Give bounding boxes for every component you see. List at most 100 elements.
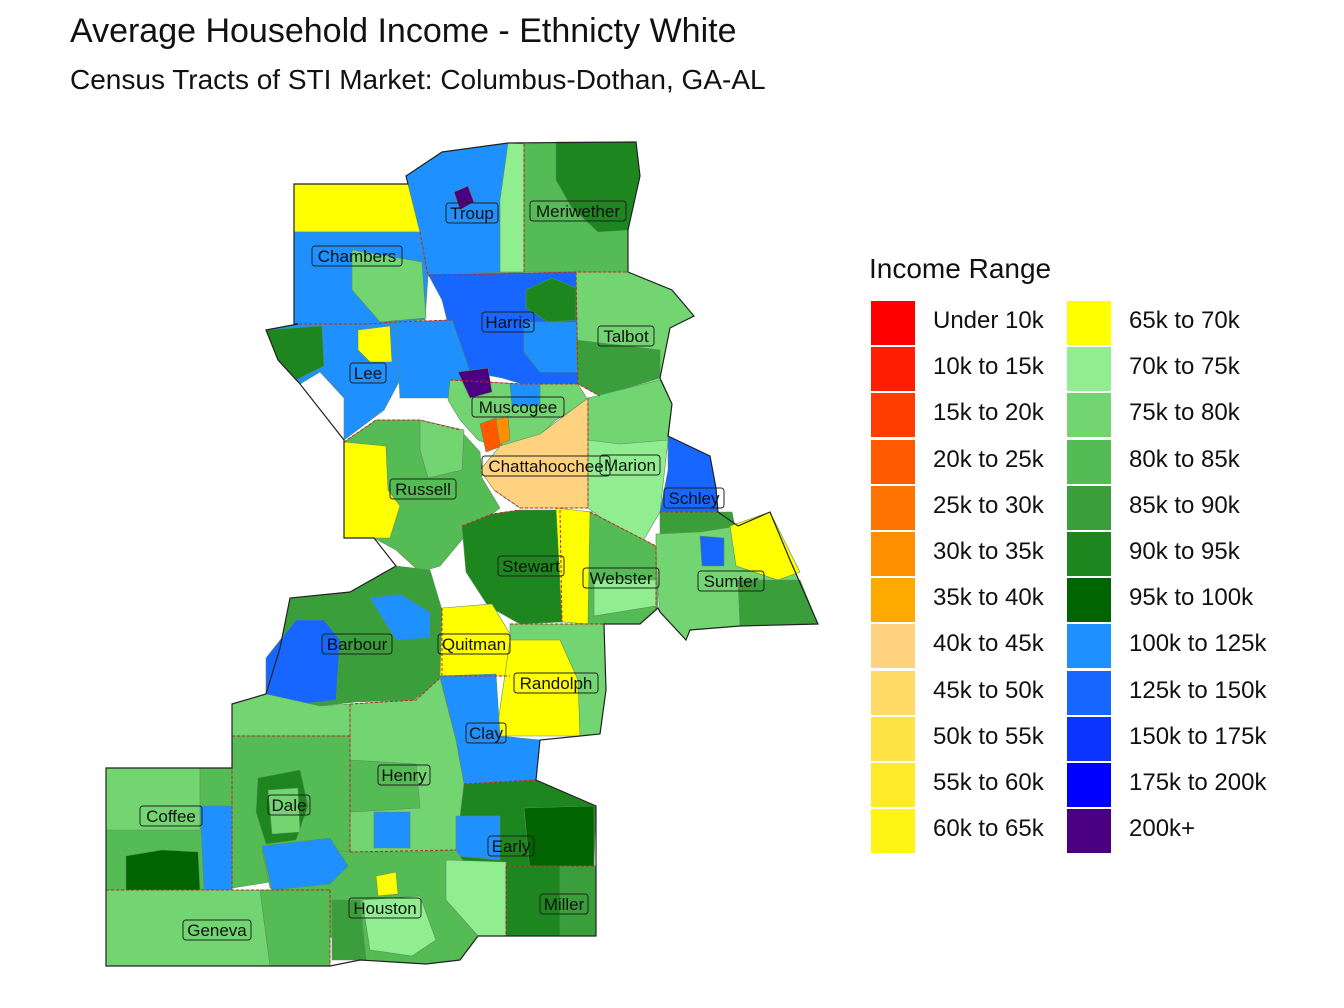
legend-swatch — [871, 393, 915, 438]
svg-text:Muscogee: Muscogee — [479, 398, 557, 417]
svg-text:Dale: Dale — [272, 796, 307, 815]
county-label-muscogee: Muscogee — [471, 396, 565, 418]
region-geneva-dark — [259, 889, 331, 967]
map-subtitle: Census Tracts of STI Market: Columbus-Do… — [70, 64, 766, 95]
region-troup-dark — [453, 185, 475, 211]
county-label-dale: Dale — [267, 794, 311, 816]
svg-text:Henry: Henry — [381, 766, 427, 785]
legend-swatch — [1067, 393, 1111, 438]
svg-text:Quitman: Quitman — [442, 635, 506, 654]
legend-label: 100k to 125k — [1129, 630, 1267, 658]
legend-swatch — [871, 763, 915, 807]
county-label-henry: Henry — [377, 764, 431, 786]
svg-text:Russell: Russell — [395, 480, 451, 499]
legend-swatch — [1067, 624, 1111, 669]
county-label-harris: Harris — [481, 311, 535, 333]
county-label-quitman: Quitman — [437, 633, 511, 655]
legend-label: 70k to 75k — [1129, 353, 1240, 381]
county-label-schley: Schley — [663, 487, 725, 509]
county-label-chambers: Chambers — [311, 245, 403, 267]
svg-text:Marion: Marion — [604, 456, 656, 475]
county-label-lee: Lee — [349, 362, 387, 384]
legend-label: 55k to 60k — [933, 769, 1044, 796]
svg-text:Coffee: Coffee — [146, 807, 196, 826]
svg-text:Sumter: Sumter — [704, 572, 759, 591]
county-label-troup: Troup — [445, 202, 499, 224]
map-title: Average Household Income - Ethnicty Whit… — [70, 12, 737, 50]
county-label-coffee: Coffee — [139, 805, 203, 827]
region-coffee-blue — [199, 805, 233, 891]
svg-text:Troup: Troup — [450, 204, 494, 223]
county-label-stewart: Stewart — [497, 555, 565, 577]
county-borders-paths — [106, 144, 718, 966]
county-label-talbot: Talbot — [597, 325, 655, 347]
region-barbour-blue — [265, 619, 341, 705]
county-label-barbour: Barbour — [321, 633, 393, 655]
legend-swatch — [871, 301, 915, 345]
market-outline — [105, 141, 819, 967]
legend-swatch — [871, 532, 915, 576]
legend-label: 85k to 90k — [1129, 491, 1240, 519]
region-chambers-east — [351, 249, 427, 323]
legend-label: 150k to 175k — [1129, 722, 1267, 750]
region-harris-green — [525, 277, 577, 323]
county-label-early: Early — [487, 835, 535, 857]
svg-text:Early: Early — [492, 837, 531, 856]
region-dale-light — [267, 787, 301, 835]
svg-text:Stewart: Stewart — [502, 557, 560, 576]
svg-text:Randolph: Randolph — [520, 674, 593, 693]
legend-swatch — [1067, 809, 1111, 854]
legend-swatch — [871, 670, 915, 715]
county-label-marion: Marion — [599, 454, 661, 476]
legend-swatch — [1067, 347, 1111, 392]
legend-label: 35k to 40k — [933, 584, 1044, 612]
svg-text:Webster: Webster — [590, 569, 653, 588]
svg-text:Meriwether: Meriwether — [536, 202, 620, 221]
legend-label: 125k to 150k — [1129, 676, 1267, 704]
legend-swatch — [871, 439, 915, 484]
svg-text:Clay: Clay — [469, 724, 504, 743]
region-lee-yellow — [357, 325, 393, 363]
svg-text:Talbot: Talbot — [603, 327, 649, 346]
svg-text:Barbour: Barbour — [327, 635, 388, 654]
legend-swatch — [871, 347, 915, 392]
legend-title: Income Range — [869, 253, 1052, 284]
legend-label: Under 10k — [933, 307, 1044, 334]
legend-label: 95k to 100k — [1129, 584, 1254, 612]
legend-swatch — [1067, 485, 1111, 530]
legend-label: 50k to 55k — [933, 722, 1044, 750]
svg-text:Houston: Houston — [353, 899, 416, 918]
legend-label: 60k to 65k — [933, 815, 1044, 843]
legend-swatch — [1067, 439, 1111, 484]
region-houston-light — [361, 895, 437, 957]
legend-swatch — [871, 578, 915, 623]
svg-text:Chattahoochee: Chattahoochee — [488, 457, 603, 476]
county-label-miller: Miller — [539, 893, 589, 915]
region-sumter-blue — [699, 535, 725, 567]
region-coffee-dark — [125, 849, 201, 891]
region-chambers-north — [293, 183, 421, 233]
county-label-randolph: Randolph — [513, 672, 599, 694]
county-label-sumter: Sumter — [697, 570, 765, 592]
svg-text:Harris: Harris — [485, 313, 530, 332]
legend-swatch — [1067, 578, 1111, 623]
legend-label: 175k to 200k — [1129, 769, 1267, 796]
legend-label: 80k to 85k — [1129, 445, 1240, 473]
svg-text:Schley: Schley — [668, 489, 720, 508]
legend-swatch — [871, 809, 915, 854]
region-russell-lightgreen — [419, 419, 465, 479]
legend-swatch — [871, 485, 915, 530]
legend-label: 200k+ — [1129, 815, 1196, 843]
legend-label: 45k to 50k — [933, 676, 1044, 704]
county-label-webster: Webster — [582, 567, 660, 589]
county-label-russell: Russell — [389, 478, 457, 500]
region-muscogee-purple — [457, 367, 493, 399]
region-houston-blue — [261, 837, 349, 891]
region-houston-yellow — [375, 871, 399, 897]
region-harris-blue — [523, 321, 579, 373]
legend-label: 75k to 80k — [1129, 399, 1240, 427]
legend-label: 25k to 30k — [933, 491, 1044, 519]
choropleth-map: Troup Meriwether Chambers Harris Talbot … — [105, 141, 819, 967]
region-henry-blue — [373, 811, 411, 849]
region-troup-east — [499, 142, 525, 273]
